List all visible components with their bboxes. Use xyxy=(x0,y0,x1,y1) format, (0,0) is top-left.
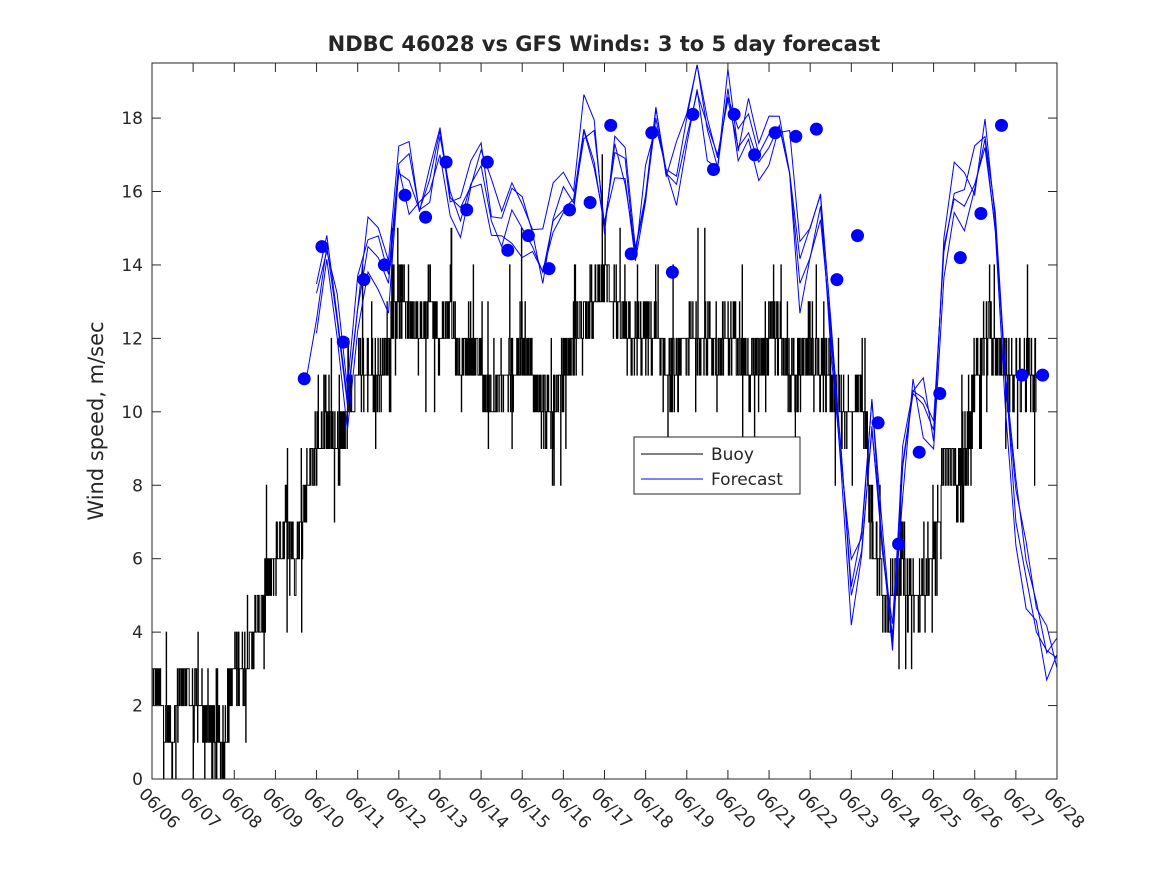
forecast-marker xyxy=(357,273,371,287)
forecast-marker xyxy=(480,155,494,169)
y-tick-label: 10 xyxy=(121,403,143,423)
y-tick-label: 14 xyxy=(121,256,143,276)
forecast-marker xyxy=(748,148,762,162)
forecast-marker xyxy=(563,203,576,217)
legend-label-forecast: Forecast xyxy=(711,470,783,490)
forecast-marker xyxy=(933,387,947,400)
forecast-marker xyxy=(1036,368,1050,382)
y-tick-label: 16 xyxy=(121,183,143,203)
y-tick-label: 18 xyxy=(121,109,143,129)
forecast-marker xyxy=(851,229,864,243)
buoy-series-line xyxy=(152,154,1037,780)
forecast-marker xyxy=(995,118,1008,132)
legend-box xyxy=(633,436,801,495)
forecast-marker xyxy=(398,188,412,202)
forecast-marker xyxy=(645,126,659,140)
forecast-marker xyxy=(686,107,700,121)
forecast-marker xyxy=(768,126,782,140)
forecast-marker xyxy=(953,251,967,265)
forecast-marker xyxy=(912,445,926,459)
y-tick-label: 8 xyxy=(132,476,143,496)
forecast-marker xyxy=(604,118,618,132)
chart-title: NDBC 46028 vs GFS Winds: 3 to 5 day fore… xyxy=(328,32,881,56)
forecast-marker xyxy=(336,335,350,349)
y-tick-label: 2 xyxy=(132,697,143,717)
y-tick-label: 12 xyxy=(121,329,143,349)
forecast-marker xyxy=(789,129,803,143)
forecast-marker xyxy=(892,537,906,551)
forecast-marker xyxy=(542,262,556,276)
y-tick-label: 4 xyxy=(132,623,143,643)
data-layer xyxy=(152,64,1058,780)
forecast-marker xyxy=(583,196,597,209)
forecast-marker xyxy=(315,240,329,254)
legend-label-buoy: Buoy xyxy=(711,445,754,465)
forecast-marker xyxy=(624,247,638,261)
forecast-marker xyxy=(1015,368,1029,382)
forecast-marker xyxy=(665,265,679,279)
forecast-marker xyxy=(830,273,844,287)
forecast-marker xyxy=(297,372,311,386)
forecast-marker xyxy=(707,163,720,176)
forecast-series-line-3 xyxy=(316,88,1058,682)
plot-area xyxy=(152,63,1057,779)
forecast-marker xyxy=(501,243,515,257)
forecast-marker xyxy=(419,210,433,224)
forecast-marker xyxy=(809,122,823,136)
forecast-marker xyxy=(439,155,453,169)
y-tick-label: 0 xyxy=(132,770,143,790)
legend: Buoy Forecast xyxy=(633,436,801,495)
forecast-marker xyxy=(521,229,535,243)
forecast-marker xyxy=(727,107,741,121)
forecast-marker xyxy=(460,203,474,217)
forecast-marker xyxy=(377,258,391,272)
y-axis-label: Wind speed, m/sec xyxy=(84,321,108,520)
forecast-marker xyxy=(871,416,885,430)
y-tick-label: 6 xyxy=(132,550,143,570)
forecast-marker xyxy=(974,207,988,220)
forecast-series-line-1 xyxy=(305,90,1058,659)
